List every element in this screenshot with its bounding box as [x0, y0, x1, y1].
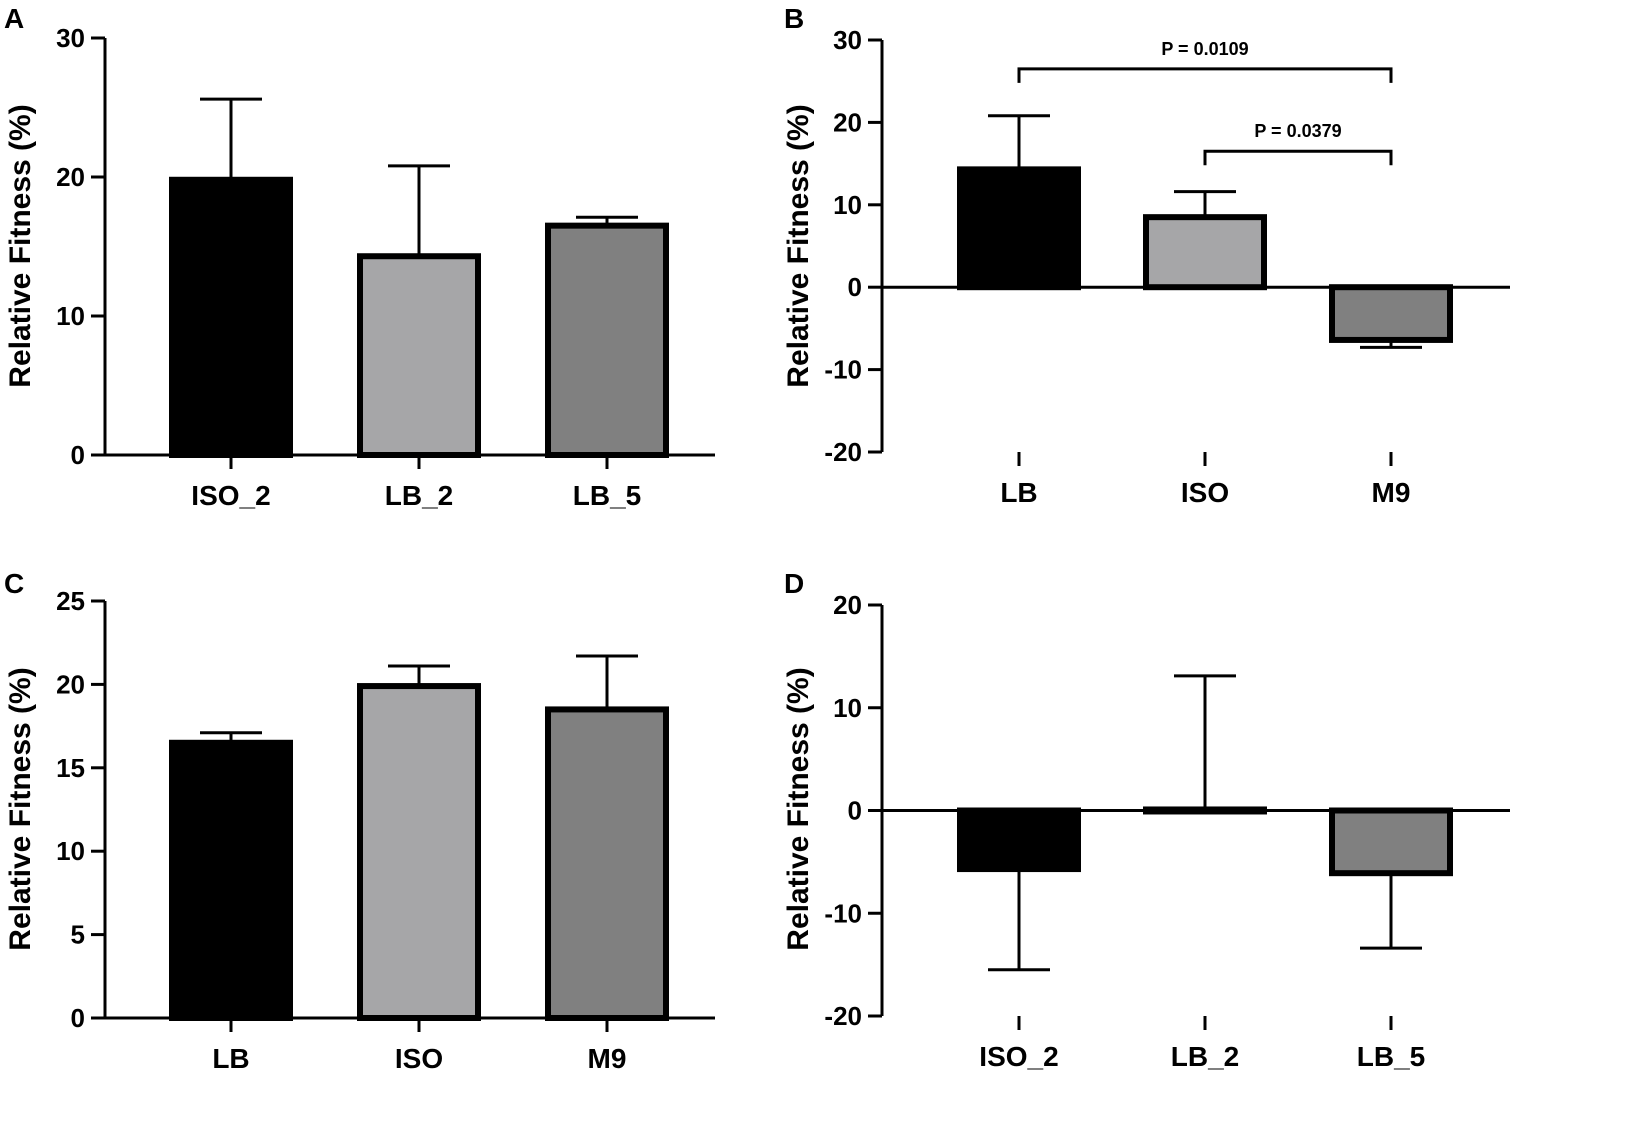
chart-panel-c: Relative Fitness (%) 0 5 10 15 20 25 LB ISO M9 — [4, 586, 715, 1074]
significance-label: P = 0.0109 — [1161, 39, 1248, 59]
category-label: LB_2 — [385, 480, 453, 511]
y-tick-label: 20 — [56, 162, 85, 192]
category-label: M9 — [588, 1043, 627, 1074]
y-tick-label: 10 — [56, 301, 85, 331]
y-tick-label: 10 — [833, 693, 862, 723]
significance-label: P = 0.0379 — [1254, 121, 1341, 141]
category-label: ISO_2 — [191, 480, 270, 511]
significance-bracket — [1203, 149, 1393, 166]
y-tick-label: 5 — [71, 920, 85, 950]
category-label: LB — [1000, 477, 1037, 508]
bar-iso-2 — [957, 807, 1081, 873]
y-tick-label: 20 — [833, 590, 862, 620]
y-axis-title: Relative Fitness (%) — [4, 667, 37, 950]
bar-lb-2 — [357, 253, 481, 459]
category-label: ISO_2 — [979, 1041, 1058, 1072]
y-tick-label: 20 — [833, 107, 862, 137]
bar-lb-5 — [545, 222, 669, 458]
y-tick-label: -20 — [824, 1001, 862, 1031]
panel-letter-b: B — [784, 3, 804, 34]
y-tick-label: -10 — [824, 898, 862, 928]
y-tick-label: 10 — [56, 836, 85, 866]
y-tick-label: 0 — [848, 796, 862, 826]
bar-lb-5 — [1329, 807, 1453, 877]
y-tick-label: 0 — [848, 272, 862, 302]
panel-letter-c: C — [4, 568, 24, 599]
category-label: LB_5 — [573, 480, 641, 511]
category-label: M9 — [1372, 477, 1411, 508]
y-axis-title: Relative Fitness (%) — [4, 104, 37, 387]
category-label: LB — [212, 1043, 249, 1074]
category-label: LB_5 — [1357, 1041, 1425, 1072]
chart-panel-a: Relative Fitness (%) 0 10 20 30 ISO_2 LB_2 LB_5 — [4, 23, 715, 511]
category-label: ISO — [395, 1043, 443, 1074]
y-tick-label: 15 — [56, 753, 85, 783]
y-axis-title: Relative Fitness (%) — [782, 667, 815, 950]
bar-m9 — [1329, 284, 1453, 343]
y-axis-title: Relative Fitness (%) — [782, 104, 815, 387]
y-tick-label: -10 — [824, 355, 862, 385]
y-tick-label: 0 — [71, 440, 85, 470]
y-tick-label: 25 — [56, 586, 85, 616]
panel-letter-d: D — [784, 568, 804, 599]
significance-bracket — [1017, 67, 1393, 83]
y-tick-label: 20 — [56, 669, 85, 699]
category-label: LB_2 — [1171, 1041, 1239, 1072]
bar-lb — [169, 739, 293, 1022]
y-tick-label: 30 — [56, 23, 85, 53]
bar-iso — [1143, 214, 1267, 291]
panel-letter-a: A — [4, 3, 24, 34]
y-tick-label: 30 — [833, 25, 862, 55]
bar-m9 — [545, 706, 669, 1021]
category-label: ISO — [1181, 477, 1229, 508]
bar-lb — [957, 166, 1081, 291]
chart-panel-b: Relative Fitness (%) -20 -10 0 10 20 30 LB ISO M9… — [782, 25, 1510, 508]
y-tick-label: 0 — [71, 1003, 85, 1033]
chart-panel-d: Relative Fitness (%) -20 -10 0 10 20 ISO_2 LB_2… — [782, 590, 1510, 1072]
bar-iso-2 — [169, 176, 293, 458]
y-tick-label: -20 — [824, 437, 862, 467]
bar-iso — [357, 683, 481, 1021]
y-tick-label: 10 — [833, 190, 862, 220]
